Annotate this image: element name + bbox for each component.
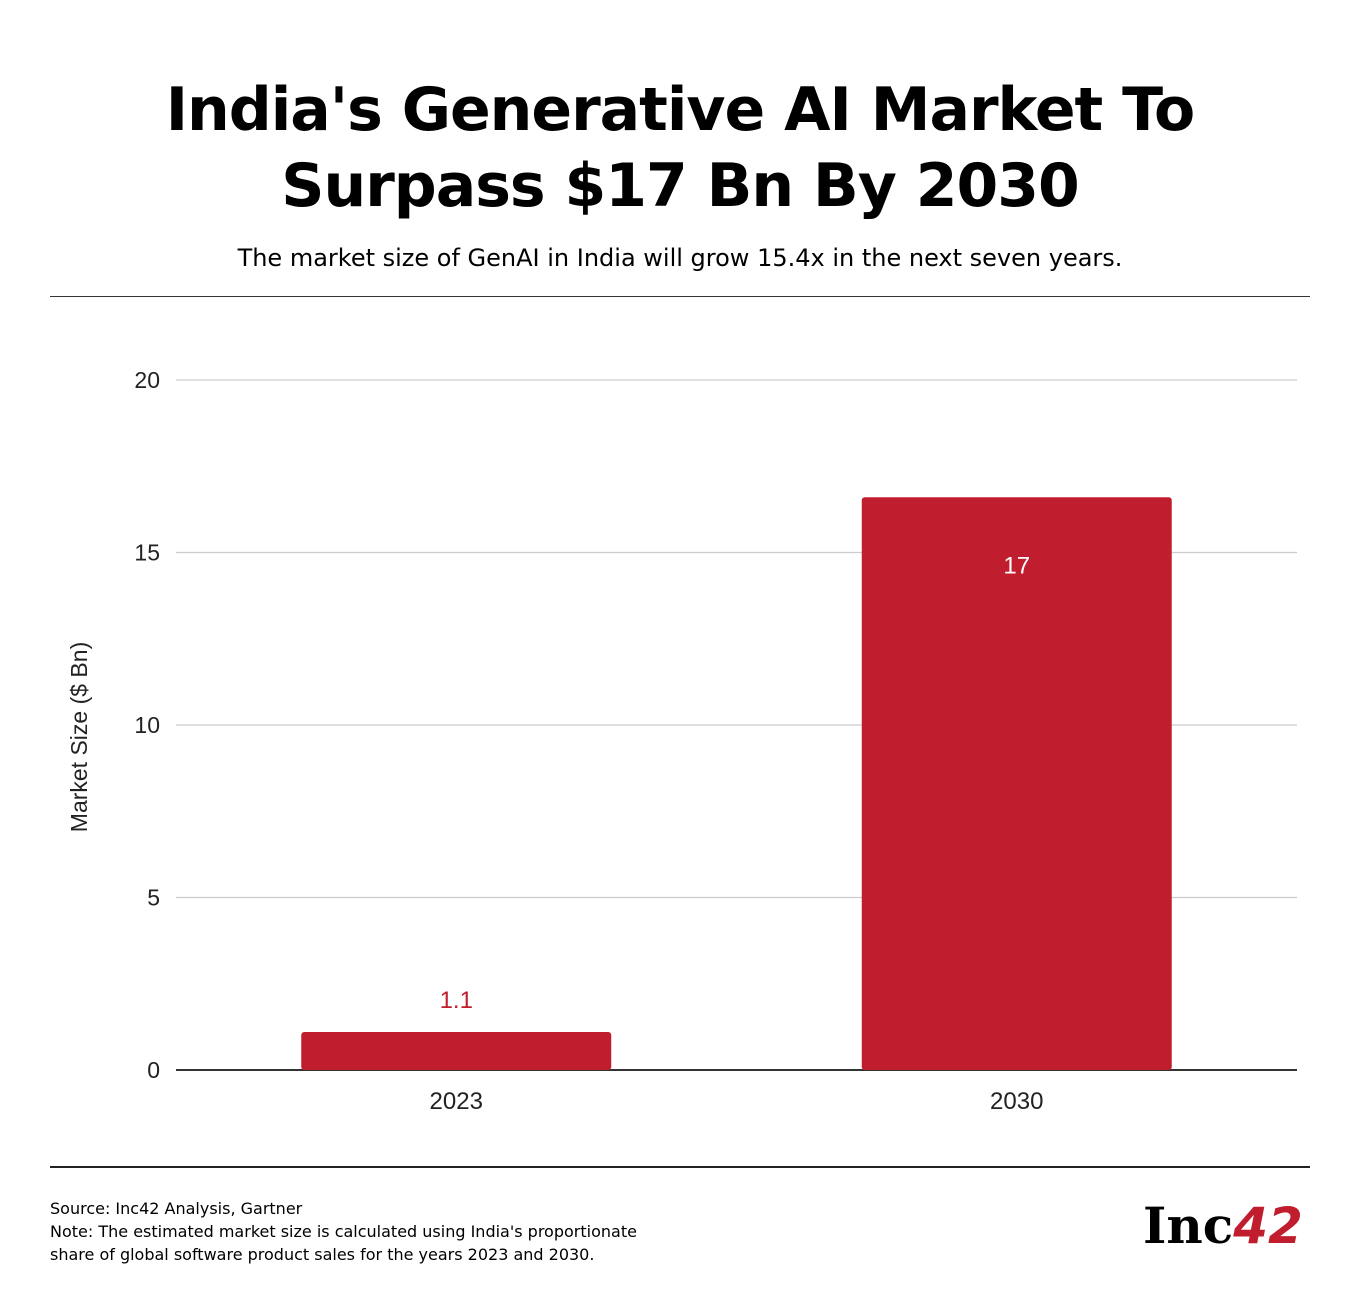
y-axis-label: Market Size ($ Bn) [66, 642, 92, 832]
x-tick-label-2023: 2023 [430, 1088, 483, 1115]
logo-number: 42 [1233, 1197, 1303, 1255]
data-label-2023: 1.1 [440, 987, 473, 1014]
bottom-divider [50, 1166, 1310, 1168]
bar-chart: 0 5 10 15 20 Market Size ($ Bn) 1.1 2023 17 2030 [66, 367, 1297, 1115]
inc42-logo: Inc42 [1143, 1196, 1303, 1256]
y-tick-label: 0 [147, 1057, 160, 1083]
x-tick-label-2030: 2030 [990, 1088, 1043, 1115]
y-tick-label: 5 [147, 885, 160, 911]
footnote: Source: Inc42 Analysis, Gartner Note: Th… [50, 1197, 637, 1266]
labels: 0 5 10 15 20 Market Size ($ Bn) 1.1 2023 17 2030 [66, 367, 1043, 1115]
y-tick-label: 10 [134, 712, 160, 738]
top-divider [50, 296, 1310, 297]
y-tick-label: 20 [134, 367, 160, 393]
chart-subtitle: The market size of GenAI in India will g… [237, 244, 1123, 272]
data-label-2030: 17 [1003, 552, 1030, 579]
source-text: Source: Inc42 Analysis, Gartner [50, 1199, 303, 1218]
logo-text: Inc [1143, 1196, 1234, 1255]
note-text-line-2: share of global software product sales f… [50, 1245, 595, 1264]
y-tick-label: 15 [134, 540, 160, 566]
bars [301, 497, 1172, 1070]
chart-title-line-2: Surpass $17 Bn By 2030 [281, 151, 1079, 221]
note-text-line-1: Note: The estimated market size is calcu… [50, 1222, 637, 1241]
chart-title: India's Generative AI Market To Surpass … [0, 72, 1360, 224]
chart-title-line-1: India's Generative AI Market To [165, 75, 1196, 145]
bar-2030 [861, 497, 1172, 1070]
bar-2023 [301, 1032, 612, 1070]
